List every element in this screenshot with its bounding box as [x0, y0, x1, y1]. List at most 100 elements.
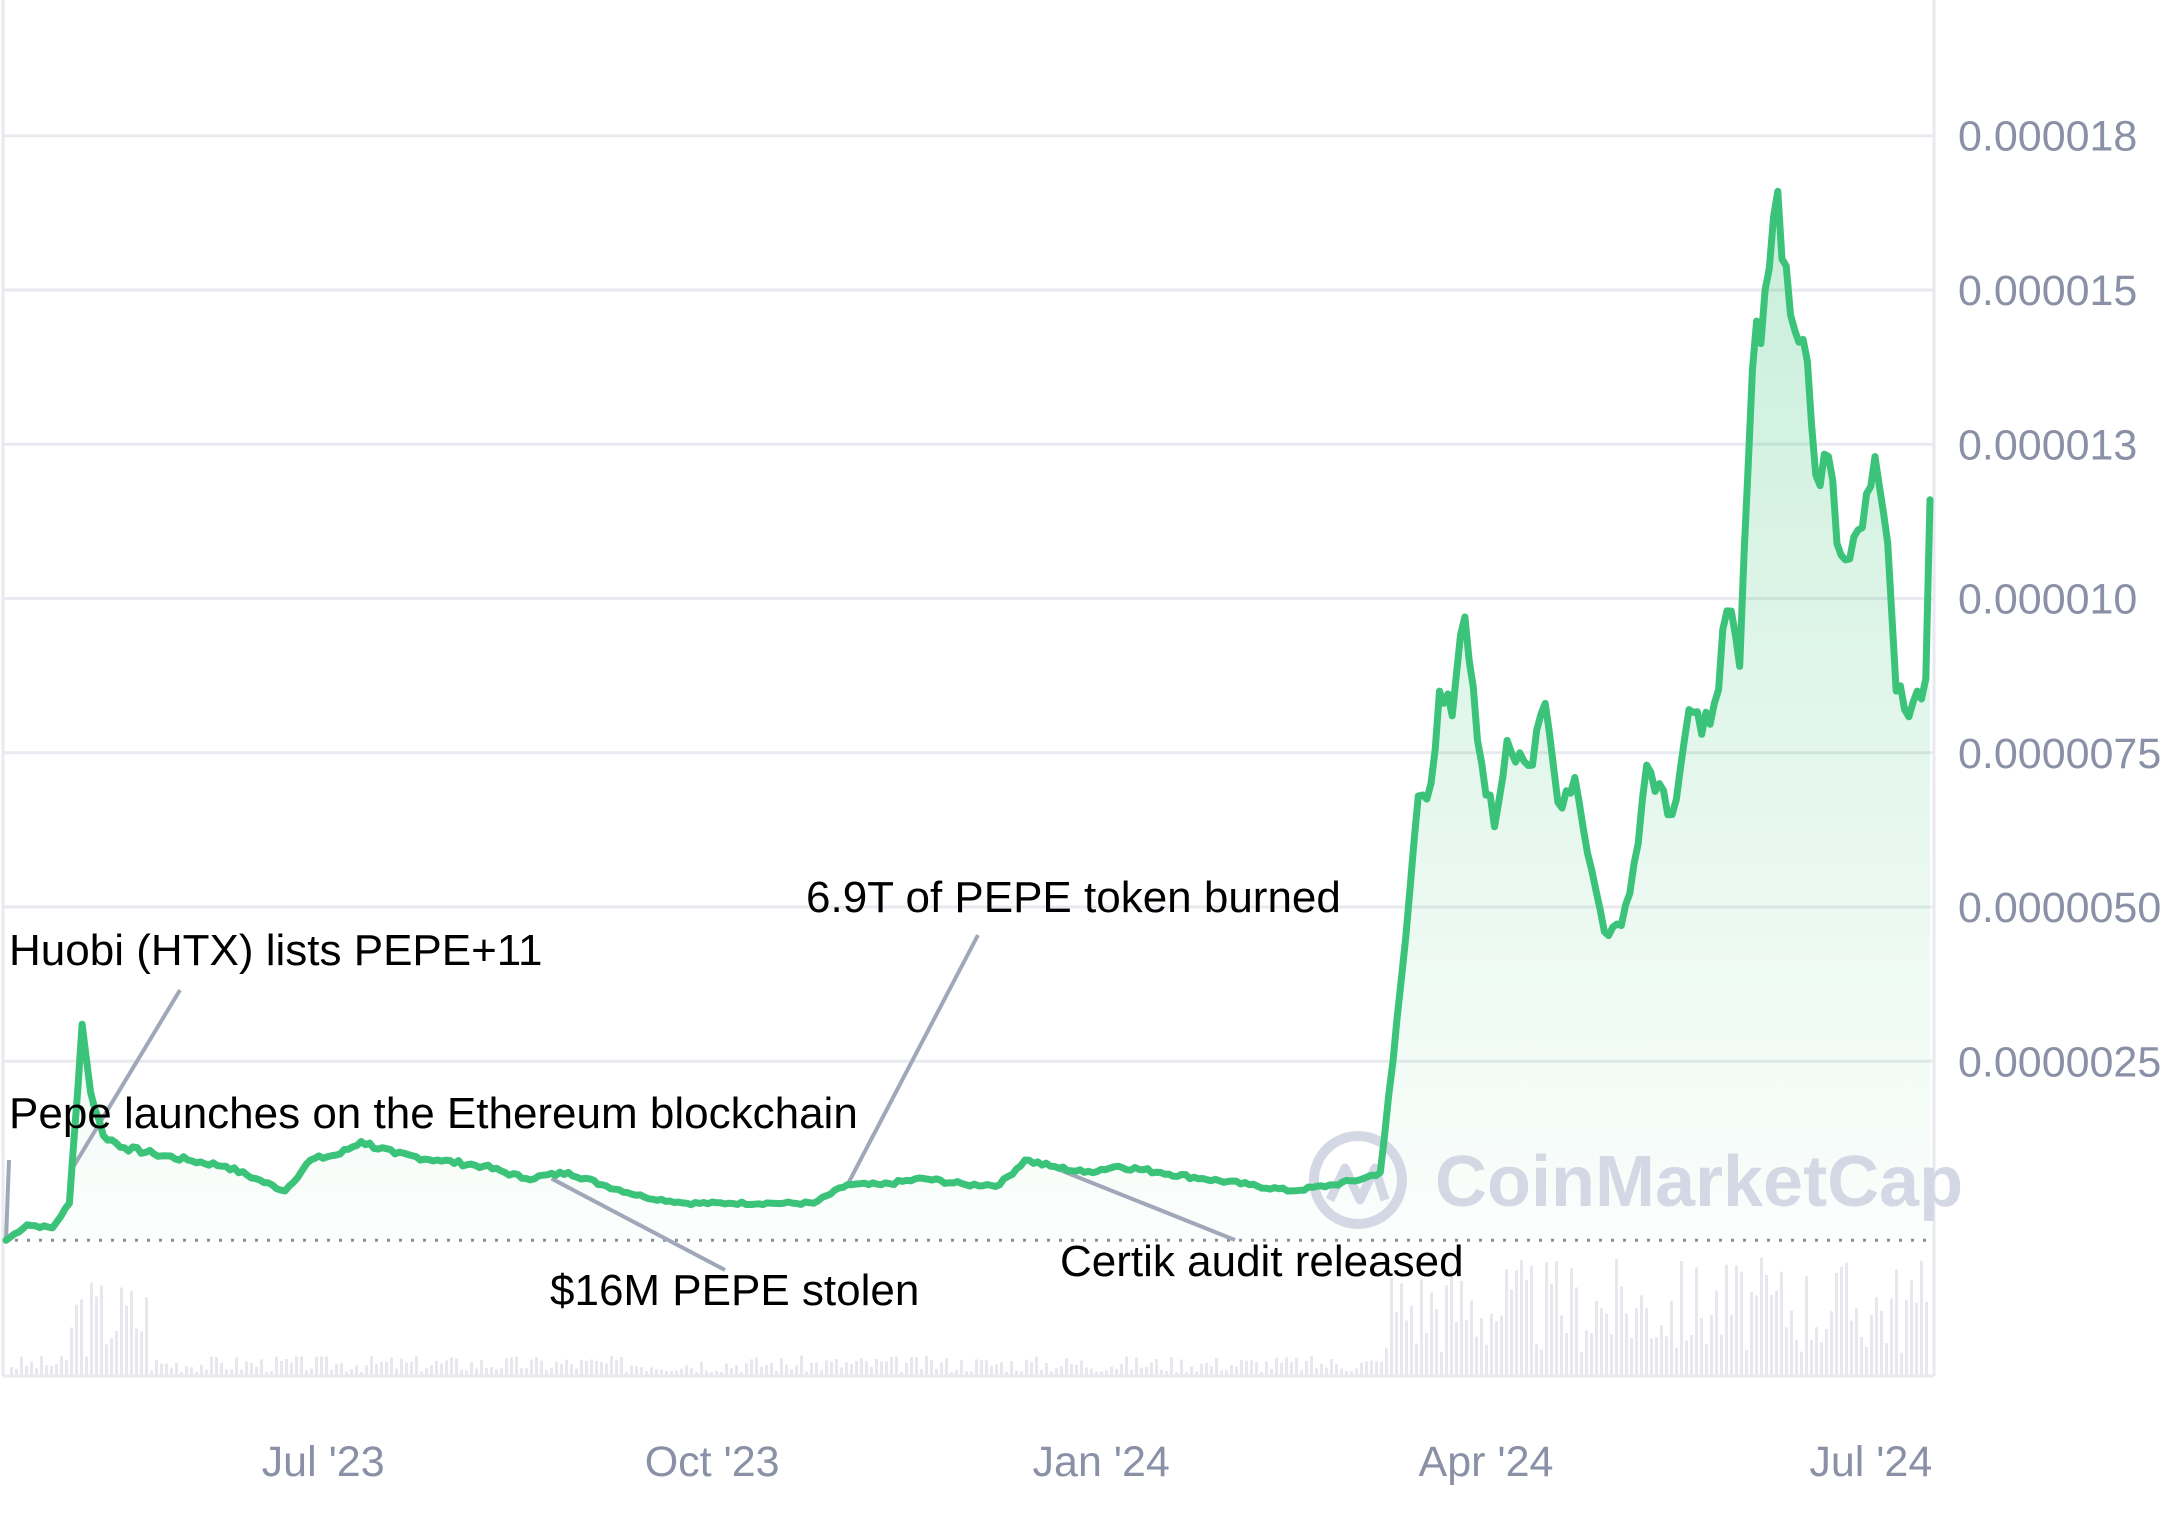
- volume-bar: [700, 1361, 703, 1376]
- volume-bar: [820, 1370, 823, 1376]
- volume-bar: [1205, 1362, 1208, 1376]
- volume-bar: [725, 1363, 728, 1376]
- volume-bar: [1000, 1362, 1003, 1376]
- x-tick-label: Apr '24: [1419, 1438, 1554, 1486]
- volume-bar: [490, 1366, 493, 1376]
- volume-bar: [865, 1361, 868, 1376]
- volume-bar: [170, 1367, 173, 1376]
- annotation-label: 6.9T of PEPE token burned: [806, 873, 1341, 922]
- volume-bar: [360, 1371, 363, 1376]
- volume-bar: [340, 1363, 343, 1376]
- volume-bar: [1065, 1358, 1068, 1376]
- volume-bar: [1045, 1363, 1048, 1376]
- volume-bar: [1260, 1371, 1263, 1376]
- volume-bar: [935, 1368, 938, 1376]
- volume-bar: [550, 1367, 553, 1376]
- volume-bar: [1750, 1291, 1753, 1376]
- volume-bar: [1330, 1359, 1333, 1376]
- volume-bar: [1305, 1360, 1308, 1376]
- volume-bar: [1870, 1314, 1873, 1376]
- watermark-text: CoinMarketCap: [1435, 1142, 1963, 1222]
- volume-bar: [1730, 1314, 1733, 1376]
- volume-bar: [950, 1371, 953, 1376]
- volume-bar: [1200, 1363, 1203, 1376]
- volume-bar: [560, 1364, 563, 1376]
- volume-bar: [880, 1361, 883, 1376]
- volume-bar: [1660, 1325, 1663, 1376]
- volume-bar: [605, 1363, 608, 1376]
- volume-bar: [105, 1344, 108, 1376]
- volume-bar: [570, 1364, 573, 1376]
- volume-bar: [975, 1359, 978, 1376]
- volume-bar: [1195, 1371, 1198, 1376]
- volume-bar: [835, 1358, 838, 1376]
- volume-bar: [705, 1370, 708, 1376]
- volume-bar: [165, 1363, 168, 1376]
- volume-bar: [75, 1304, 78, 1376]
- volume-bar: [320, 1356, 323, 1376]
- volume-bar: [505, 1358, 508, 1376]
- annotation-label: $16M PEPE stolen: [550, 1266, 919, 1315]
- volume-bar: [1475, 1336, 1478, 1376]
- volume-bar: [965, 1371, 968, 1376]
- y-tick-label: 0.000018: [1958, 113, 2137, 161]
- volume-bar: [1425, 1332, 1428, 1376]
- volume-bar: [1075, 1364, 1078, 1376]
- volume-bar: [1390, 1277, 1393, 1376]
- volume-bar: [1770, 1294, 1773, 1376]
- volume-bar: [1170, 1357, 1173, 1376]
- volume-bar: [1740, 1271, 1743, 1376]
- volume-bar: [1180, 1359, 1183, 1376]
- volume-bar: [565, 1359, 568, 1376]
- volume-bar: [780, 1358, 783, 1376]
- gridlines: [3, 134, 1934, 1063]
- volume-bar: [1185, 1372, 1188, 1376]
- volume-bar: [680, 1368, 683, 1376]
- volume-bar: [1345, 1370, 1348, 1376]
- volume-bar: [1400, 1283, 1403, 1376]
- volume-bar: [1655, 1337, 1658, 1376]
- volume-bar: [1050, 1371, 1053, 1376]
- volume-bar: [805, 1371, 808, 1376]
- volume-bar: [1805, 1275, 1808, 1376]
- volume-bar: [750, 1359, 753, 1376]
- volume-bar: [1840, 1266, 1843, 1376]
- volume-bar: [1210, 1366, 1213, 1376]
- volume-bar: [745, 1363, 748, 1376]
- volume-bar: [1370, 1360, 1373, 1376]
- volume-bar: [875, 1358, 878, 1376]
- volume-bar: [1270, 1368, 1273, 1376]
- volume-bar: [410, 1361, 413, 1376]
- volume-bar: [1900, 1352, 1903, 1376]
- volume-bar: [710, 1372, 713, 1376]
- volume-bar: [1520, 1260, 1523, 1376]
- volume-bar: [220, 1363, 223, 1376]
- price-area-fill: [6, 191, 1930, 1241]
- volume-bar: [60, 1356, 63, 1376]
- volume-bar: [885, 1361, 888, 1376]
- volume-bar: [430, 1365, 433, 1376]
- volume-bar: [140, 1331, 143, 1376]
- volume-bar: [1440, 1351, 1443, 1376]
- volume-bar: [145, 1297, 148, 1376]
- volume-bar: [1405, 1320, 1408, 1376]
- volume-bar: [1570, 1268, 1573, 1376]
- volume-bar: [1230, 1364, 1233, 1376]
- volume-bar: [50, 1366, 53, 1376]
- annotation-label: Huobi (HTX) lists PEPE+11: [9, 926, 542, 975]
- volume-bar: [120, 1287, 123, 1376]
- volume-bar: [345, 1371, 348, 1376]
- coinmarketcap-watermark: CoinMarketCap: [1309, 1131, 1963, 1229]
- volume-bar: [910, 1357, 913, 1376]
- volume-bar: [385, 1361, 388, 1376]
- volume-bar: [1160, 1369, 1163, 1376]
- volume-bar: [1595, 1300, 1598, 1376]
- annotation-leader: [4, 1159, 11, 1241]
- volume-bar: [620, 1356, 623, 1376]
- volume-bar: [920, 1369, 923, 1376]
- volume-bar: [635, 1366, 638, 1376]
- volume-bar: [1010, 1361, 1013, 1376]
- volume-bar: [1190, 1366, 1193, 1376]
- volume-bar: [1640, 1295, 1643, 1376]
- volume-bar: [470, 1362, 473, 1376]
